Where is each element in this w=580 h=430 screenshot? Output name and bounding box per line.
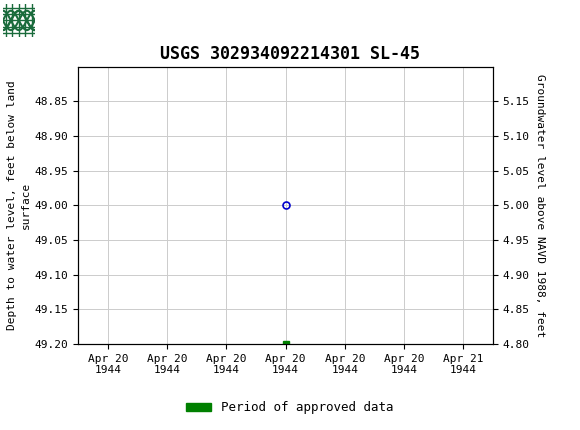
Y-axis label: Groundwater level above NAVD 1988, feet: Groundwater level above NAVD 1988, feet (535, 74, 545, 337)
Legend: Period of approved data: Period of approved data (181, 396, 399, 419)
Text: USGS: USGS (14, 10, 74, 29)
Y-axis label: Depth to water level, feet below land
surface: Depth to water level, feet below land su… (6, 80, 31, 330)
Text: USGS 302934092214301 SL-45: USGS 302934092214301 SL-45 (160, 45, 420, 63)
Text: █USGS: █USGS (6, 9, 86, 30)
